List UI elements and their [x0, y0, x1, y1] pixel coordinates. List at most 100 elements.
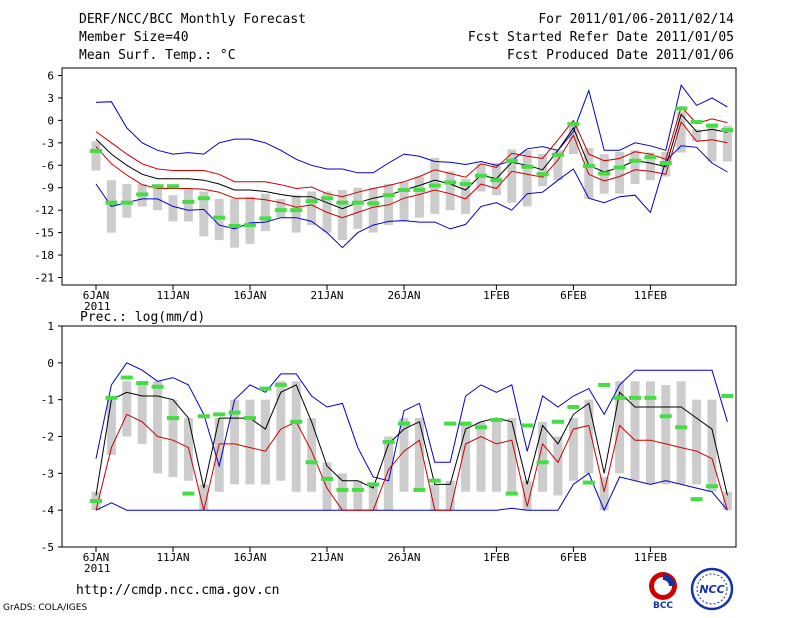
median-marker — [582, 164, 595, 169]
series-line-min — [95, 145, 728, 249]
ensemble-box — [692, 129, 702, 142]
x-tick-label: 11FEB — [634, 551, 667, 564]
median-marker — [228, 223, 241, 228]
y-tick-label: -21 — [34, 272, 54, 285]
y-tick-label: -3 — [41, 467, 54, 480]
ensemble-box — [307, 418, 317, 492]
ensemble-box — [676, 381, 686, 485]
x-tick-label: 6FEB — [560, 289, 587, 302]
median-marker — [582, 480, 595, 485]
ensemble-box — [722, 125, 732, 162]
variable-label-prec: Prec.: log(mm/d) — [80, 310, 206, 325]
median-marker — [613, 165, 626, 170]
median-marker — [444, 421, 457, 426]
median-marker — [552, 152, 564, 157]
x-tick-label: 26JAN — [387, 551, 420, 564]
ensemble-box — [106, 399, 116, 455]
median-marker — [136, 192, 149, 197]
median-marker — [459, 181, 472, 186]
median-marker — [475, 425, 487, 430]
median-marker — [675, 106, 688, 111]
ensemble-box — [445, 171, 455, 211]
ensemble-box — [307, 191, 317, 226]
ensemble-box — [692, 399, 702, 485]
median-marker — [197, 196, 210, 201]
ensemble-box — [568, 418, 578, 481]
ensemble-box — [291, 195, 301, 233]
median-marker — [120, 200, 133, 205]
x-tick-label: 21JAN — [310, 551, 343, 564]
y-tick-label: 0 — [47, 114, 54, 127]
median-marker — [721, 128, 734, 133]
y-tick-label: 3 — [47, 92, 54, 105]
y-tick-label: -9 — [41, 182, 54, 195]
median-marker — [305, 460, 318, 465]
median-marker — [367, 482, 380, 487]
x-tick-label: 26JAN — [387, 289, 420, 302]
median-marker — [259, 216, 272, 221]
median-marker — [629, 395, 641, 400]
series-line-max — [95, 84, 728, 174]
x-tick-label: 6JAN — [83, 289, 110, 302]
median-marker — [259, 386, 272, 391]
median-marker — [244, 223, 256, 228]
ncc-logo: NCC — [690, 567, 734, 611]
series-line-upper — [95, 105, 728, 198]
ensemble-box — [276, 381, 286, 481]
median-marker — [336, 487, 349, 492]
median-marker — [567, 122, 580, 127]
median-marker — [382, 193, 395, 198]
ensemble-box — [707, 399, 717, 492]
median-marker — [613, 395, 626, 400]
median-marker — [274, 208, 287, 213]
x-tick-label: 11FEB — [634, 289, 667, 302]
ensemble-box — [553, 436, 563, 496]
series-line-lower — [95, 120, 728, 219]
ensemble-box — [461, 421, 471, 492]
median-marker — [598, 382, 611, 387]
median-marker — [244, 416, 256, 421]
median-marker — [490, 178, 503, 183]
x-tick-label: 21JAN — [310, 289, 343, 302]
y-tick-label: -12 — [34, 204, 54, 217]
y-tick-label: -3 — [41, 137, 54, 150]
y-tick-label: -18 — [34, 249, 54, 262]
footer-url[interactable]: http://cmdp.ncc.cma.gov.cn — [76, 583, 280, 598]
ensemble-box — [568, 124, 578, 155]
ensemble-box — [368, 484, 378, 511]
forecast-range: For 2011/01/06-2011/02/14 — [538, 12, 734, 27]
series-line-lower — [95, 413, 728, 511]
ensemble-box — [553, 150, 563, 181]
ensemble-box — [230, 198, 240, 248]
median-marker — [398, 421, 410, 426]
median-marker — [213, 412, 226, 417]
ensemble-box — [122, 381, 132, 437]
x-tick-label: 6FEB — [560, 551, 587, 564]
ensemble-box — [445, 480, 455, 511]
ensemble-box — [630, 150, 640, 184]
ensemble-box — [260, 193, 270, 232]
median-marker — [167, 184, 179, 189]
median-marker — [413, 487, 426, 492]
median-marker — [459, 421, 472, 426]
ensemble-box — [245, 399, 255, 485]
median-marker — [90, 149, 102, 154]
median-marker — [167, 416, 179, 421]
median-marker — [721, 393, 734, 398]
ensemble-box — [353, 480, 363, 511]
median-marker — [197, 414, 210, 419]
ensemble-box — [430, 484, 440, 511]
ensemble-box — [630, 381, 640, 481]
ensemble-box — [645, 152, 655, 181]
ensemble-box — [584, 399, 594, 474]
series-line-min — [95, 472, 728, 512]
ensemble-box — [168, 195, 178, 222]
ensemble-box — [522, 480, 532, 511]
bcc-logo: BCC — [649, 572, 677, 610]
member-size: Member Size=40 — [79, 30, 189, 45]
ensemble-box — [337, 189, 347, 241]
median-marker — [120, 375, 133, 380]
median-marker — [706, 484, 718, 489]
ensemble-box — [199, 484, 209, 511]
